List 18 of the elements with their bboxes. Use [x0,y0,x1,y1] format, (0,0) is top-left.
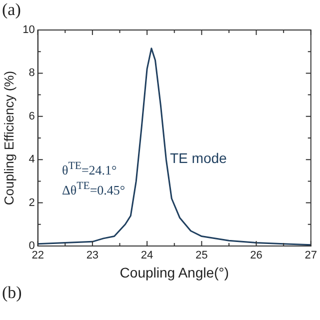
y-tick-label: 2 [28,196,35,209]
x-axis-title: Coupling Angle(°) [120,264,229,280]
y-tick-label: 10 [22,24,35,36]
x-tick-label: 26 [250,250,262,262]
x-tick-label: 27 [304,250,318,262]
annotation: θ$^{TE}$=24.1° [62,160,117,178]
x-tick-label: 23 [86,250,99,262]
y-tick-label: 4 [28,154,35,166]
y-tick-label: 6 [28,110,35,122]
y-axis-title: Coupling Efficiency (%) [1,70,16,206]
x-tick-label: 25 [196,250,208,262]
x-tick-label: 24 [140,250,154,262]
annotation: Δθ$^{TE}$=0.45° [62,180,126,198]
text: (b) [2,283,22,304]
annotation: TE mode [170,150,227,167]
y-tick-label: 8 [28,67,35,80]
text: (a) [2,0,21,20]
x-tick-label: 22 [32,250,44,262]
